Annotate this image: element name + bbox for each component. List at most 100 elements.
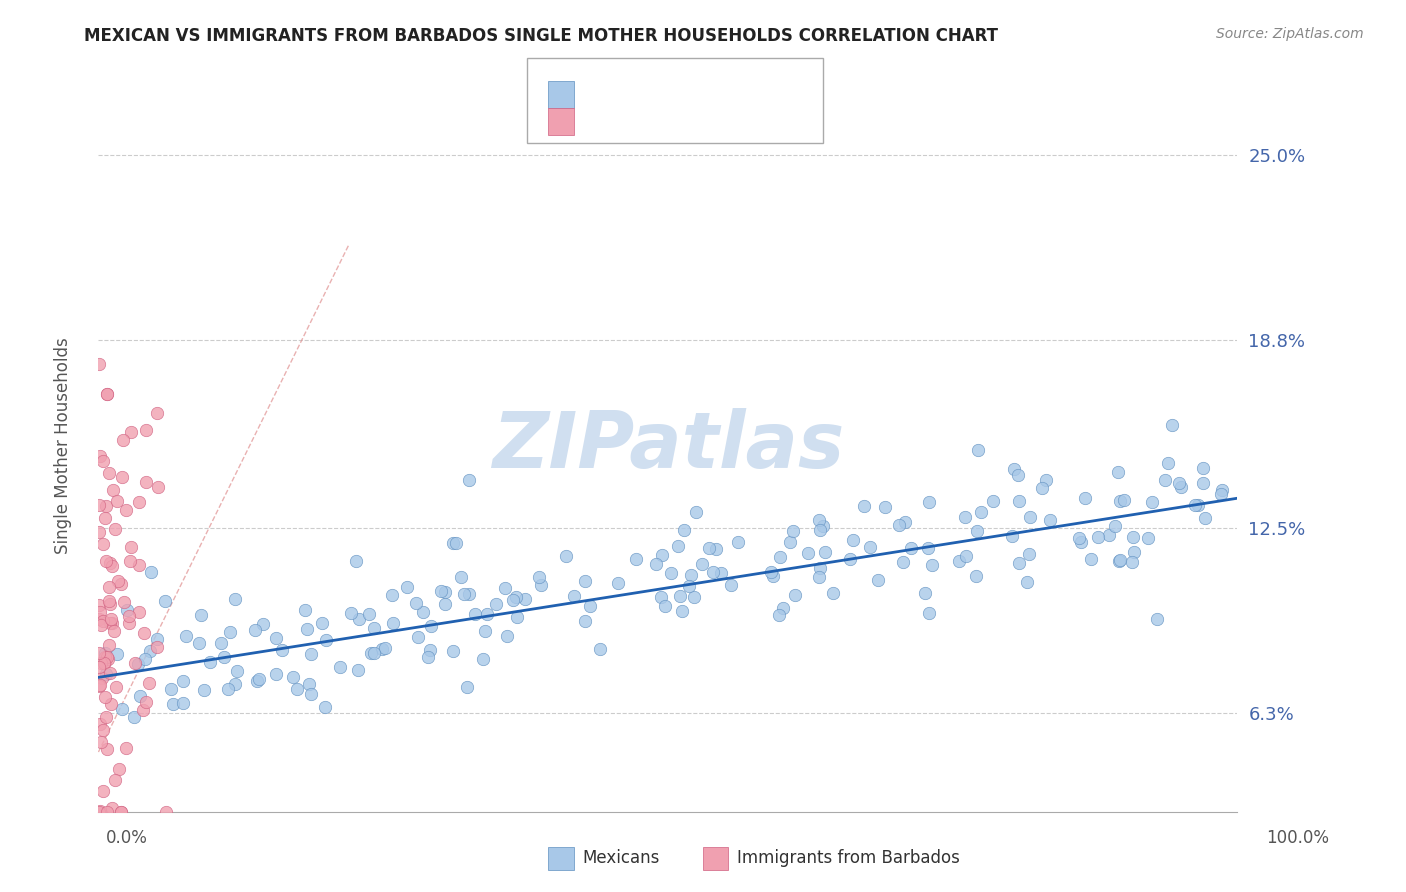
Text: Source: ZipAtlas.com: Source: ZipAtlas.com: [1216, 27, 1364, 41]
Point: [921, 558, 943, 572]
Point: [808, 570, 831, 584]
Point: [624, 552, 647, 566]
Point: [554, 549, 576, 563]
Point: [464, 607, 486, 622]
Point: [1019, 510, 1042, 524]
Point: [104, 773, 127, 788]
Point: [685, 505, 707, 519]
Point: [1194, 510, 1216, 524]
Point: [111, 702, 134, 716]
Point: [917, 541, 939, 556]
Point: [96, 387, 118, 401]
Point: [96, 650, 118, 665]
Point: [87, 805, 110, 819]
Point: [842, 533, 865, 547]
Point: [108, 762, 131, 776]
Point: [190, 607, 212, 622]
Point: [808, 561, 831, 575]
Point: [574, 574, 596, 589]
Point: [485, 597, 508, 611]
Point: [94, 690, 117, 705]
Point: [97, 594, 120, 608]
Point: [405, 596, 427, 610]
Point: [91, 453, 114, 467]
Point: [419, 643, 441, 657]
Point: [453, 586, 475, 600]
Point: [271, 643, 294, 657]
Point: [1187, 498, 1209, 512]
Point: [710, 566, 733, 581]
Point: [96, 667, 118, 681]
Point: [893, 555, 915, 569]
Point: [100, 615, 122, 630]
Point: [673, 523, 696, 537]
Point: [866, 573, 889, 587]
Point: [91, 537, 114, 551]
Point: [110, 577, 132, 591]
Point: [141, 566, 163, 580]
Point: [396, 580, 419, 594]
Point: [418, 649, 440, 664]
Point: [527, 570, 550, 584]
Point: [112, 433, 135, 447]
Text: Immigrants from Barbados: Immigrants from Barbados: [737, 849, 960, 867]
Point: [505, 590, 527, 604]
Point: [101, 615, 124, 630]
Text: Single Mother Households: Single Mother Households: [55, 338, 72, 554]
Point: [135, 695, 157, 709]
Point: [678, 579, 700, 593]
Point: [357, 607, 380, 621]
Point: [264, 632, 287, 646]
Point: [1211, 483, 1233, 497]
Point: [1157, 456, 1180, 470]
Point: [172, 696, 194, 710]
Point: [1209, 486, 1232, 500]
Point: [128, 558, 150, 572]
Point: [285, 681, 308, 696]
Point: [128, 495, 150, 509]
Point: [1192, 460, 1215, 475]
Text: R =: R =: [582, 112, 619, 130]
Point: [562, 589, 585, 603]
Point: [887, 518, 910, 533]
Point: [329, 660, 352, 674]
Point: [87, 524, 110, 539]
Point: [94, 500, 117, 514]
Point: [209, 636, 232, 650]
Point: [100, 698, 122, 712]
Point: [118, 553, 141, 567]
Point: [967, 443, 990, 458]
Point: [1001, 529, 1024, 543]
Point: [98, 556, 121, 570]
Point: [813, 544, 835, 558]
Point: [900, 541, 922, 556]
Point: [311, 615, 333, 630]
Point: [839, 552, 862, 566]
Point: [574, 614, 596, 628]
Point: [1098, 528, 1121, 542]
Point: [727, 534, 749, 549]
Point: [720, 578, 742, 592]
Point: [374, 641, 396, 656]
Point: [1184, 498, 1206, 512]
Point: [894, 515, 917, 529]
Point: [441, 644, 464, 658]
Point: [89, 678, 111, 692]
Point: [589, 642, 612, 657]
Point: [101, 483, 124, 498]
Point: [146, 480, 169, 494]
Point: [93, 656, 115, 670]
Point: [93, 646, 115, 660]
Point: [117, 603, 139, 617]
Point: [506, 609, 529, 624]
Point: [174, 629, 197, 643]
Point: [471, 652, 494, 666]
Point: [96, 742, 118, 756]
Point: [1067, 531, 1090, 545]
Point: [1121, 555, 1143, 569]
Text: 100.0%: 100.0%: [1265, 829, 1329, 847]
Point: [1168, 475, 1191, 490]
Point: [91, 783, 114, 797]
Point: [105, 647, 128, 661]
Point: [252, 617, 274, 632]
